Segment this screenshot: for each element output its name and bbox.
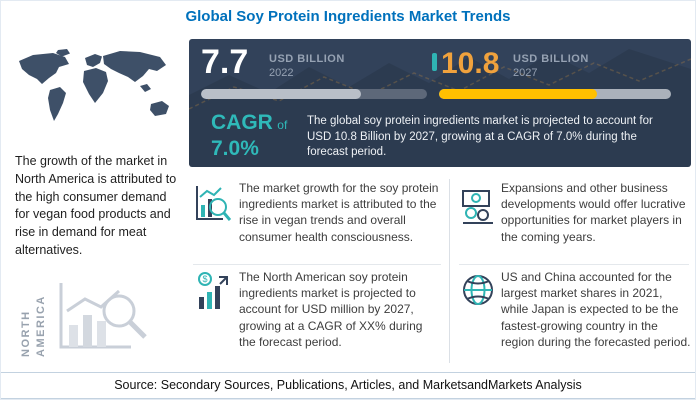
globe-icon — [459, 271, 497, 313]
column-divider — [449, 179, 450, 363]
year-label: 2022 — [269, 67, 294, 79]
row-divider-right — [459, 264, 689, 265]
page-title: Global Soy Protein Ingredients Market Tr… — [185, 8, 511, 25]
cagr-label: CAGR — [211, 111, 273, 134]
accent-mark — [432, 53, 437, 71]
cagr-block: CAGR of 7.0% — [211, 111, 287, 160]
source-note: Source: Secondary Sources, Publications,… — [114, 378, 582, 392]
region-label: NORTH AMERICA — [20, 295, 47, 357]
insight-text: US and China accounted for the largest m… — [501, 270, 691, 349]
market-summary-text: The global soy protein ingredients marke… — [307, 115, 653, 159]
region-insight-text: The growth of the market in North Americ… — [15, 154, 177, 257]
market-value-2027: 10.8 — [441, 47, 500, 80]
market-stats-panel: 7.7 USD BILLION 2022 10.8 USD BILLION 20… — [189, 39, 691, 167]
progress-bar-2022 — [201, 89, 427, 99]
progress-fill-2022 — [201, 89, 362, 99]
progress-bar-2027 — [439, 89, 671, 99]
unit-label: USD BILLION — [513, 53, 589, 65]
progress-fill-2027 — [439, 89, 597, 99]
year-label: 2027 — [513, 67, 538, 79]
svg-text:$: $ — [202, 274, 207, 284]
market-unit-2022: USD BILLION 2022 — [269, 52, 345, 80]
insight-text: Expansions and other business developmen… — [501, 181, 686, 244]
market-unit-2027: USD BILLION 2027 — [513, 52, 589, 80]
bar-chart-dollar-icon: $ — [193, 271, 231, 313]
market-value-2022: 7.7 — [201, 43, 249, 81]
row-divider-left — [193, 264, 441, 265]
world-map-graphic — [19, 49, 169, 121]
cagr-value: 7.0% — [211, 137, 259, 160]
world-map — [9, 35, 183, 147]
unit-label: USD BILLION — [269, 53, 345, 65]
background-sparkline — [189, 49, 691, 167]
footer-divider-bottom — [1, 398, 695, 399]
cagr-of: of — [277, 118, 288, 132]
banknote-icon — [459, 183, 497, 225]
analysis-magnifier-icon — [53, 277, 153, 366]
insight-text: The North American soy protein ingredien… — [239, 270, 423, 349]
insight-text: The market growth for the soy protein in… — [239, 181, 439, 244]
footer-divider-top — [1, 372, 695, 373]
chart-magnifier-icon — [193, 183, 232, 225]
